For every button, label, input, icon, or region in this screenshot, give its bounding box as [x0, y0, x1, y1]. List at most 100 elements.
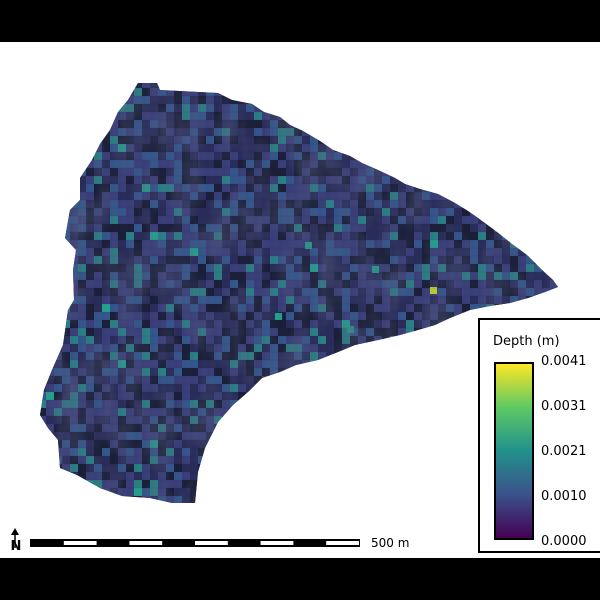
raster-cell [414, 360, 422, 368]
raster-cell [470, 168, 478, 176]
raster-cell [30, 296, 38, 304]
raster-cell [54, 200, 62, 208]
raster-cell [406, 152, 414, 160]
raster-cell [542, 256, 550, 264]
raster-cell [430, 83, 438, 88]
raster-cell [390, 376, 398, 384]
raster-cell [62, 176, 70, 184]
raster-cell [238, 448, 246, 456]
raster-cell [30, 192, 38, 200]
raster-cell [54, 184, 62, 192]
raster-cell [462, 456, 470, 464]
raster-cell [566, 264, 574, 272]
scale-bar-segment [129, 541, 163, 545]
raster-cell [446, 472, 454, 480]
raster-cell [438, 112, 446, 120]
raster-cell [438, 160, 446, 168]
raster-cell [40, 200, 46, 208]
raster-cell [470, 384, 478, 392]
legend: Depth (m) 0.0041 0.0031 0.0021 0.0010 0.… [478, 318, 600, 553]
raster-cell [550, 152, 558, 160]
raster-cell [390, 360, 398, 368]
raster-cell [422, 112, 430, 120]
raster-cell [446, 480, 454, 488]
raster-cell [30, 272, 38, 280]
raster-cell [54, 128, 62, 136]
raster-cell [78, 488, 86, 496]
raster-cell [382, 472, 390, 480]
raster-cell [46, 360, 54, 368]
raster-cell [46, 88, 54, 96]
raster-cell [406, 160, 414, 168]
raster-cell [230, 504, 238, 512]
raster-cell [550, 88, 558, 96]
raster-cell [446, 456, 454, 464]
raster-cell [254, 464, 262, 472]
raster-cell [318, 120, 326, 128]
raster-cell [46, 104, 54, 112]
raster-cell [374, 504, 382, 512]
raster-cell [222, 496, 230, 503]
raster-cell [430, 120, 438, 128]
raster-cell [470, 83, 478, 88]
raster-cell [454, 496, 462, 503]
raster-cell [462, 184, 470, 192]
raster-cell [262, 83, 270, 88]
raster-cell [326, 488, 334, 496]
raster-cell [310, 456, 318, 464]
raster-cell [462, 472, 470, 480]
raster-cell [454, 112, 462, 120]
raster-cell [478, 104, 486, 112]
raster-cell [30, 504, 38, 512]
raster-cell [198, 83, 206, 88]
raster-cell [302, 400, 310, 408]
raster-cell [334, 120, 342, 128]
raster-cell [30, 240, 38, 248]
raster-cell [270, 400, 278, 408]
raster-cell [254, 448, 262, 456]
raster-cell [326, 416, 334, 424]
raster-cell [46, 184, 54, 192]
raster-cell [454, 144, 462, 152]
raster-cell [550, 304, 558, 312]
raster-cell [78, 120, 86, 128]
raster-cell [366, 416, 374, 424]
raster-cell [550, 296, 558, 304]
raster-cell [414, 104, 422, 112]
raster-cell [526, 248, 534, 256]
raster-cell [310, 400, 318, 408]
raster-cell [430, 184, 438, 192]
raster-cell [510, 192, 518, 200]
raster-cell [358, 120, 366, 128]
raster-cell [358, 136, 366, 144]
raster-cell [238, 83, 246, 88]
raster-cell [70, 504, 78, 512]
raster-cell [534, 304, 542, 312]
raster-cell [318, 448, 326, 456]
raster-cell [46, 280, 54, 288]
raster-cell [30, 184, 38, 192]
raster-cell [398, 344, 406, 352]
raster-cell [518, 232, 526, 240]
raster-cell [462, 360, 470, 368]
raster-cell [558, 216, 566, 224]
raster-cell [502, 208, 510, 216]
raster-cell [326, 112, 334, 120]
raster-cell [534, 208, 542, 216]
raster-cell [326, 480, 334, 488]
raster-cell [382, 136, 390, 144]
raster-cell [382, 440, 390, 448]
raster-cell [318, 96, 326, 104]
raster-cell [46, 296, 54, 304]
raster-cell [542, 200, 550, 208]
raster-cell [40, 83, 46, 88]
raster-cell [30, 200, 38, 208]
raster-cell [334, 480, 342, 488]
raster-cell [454, 456, 462, 464]
raster-cell [246, 504, 254, 512]
raster-cell [534, 200, 542, 208]
raster-cell [358, 504, 366, 512]
raster-cell [430, 152, 438, 160]
raster-cell [382, 384, 390, 392]
